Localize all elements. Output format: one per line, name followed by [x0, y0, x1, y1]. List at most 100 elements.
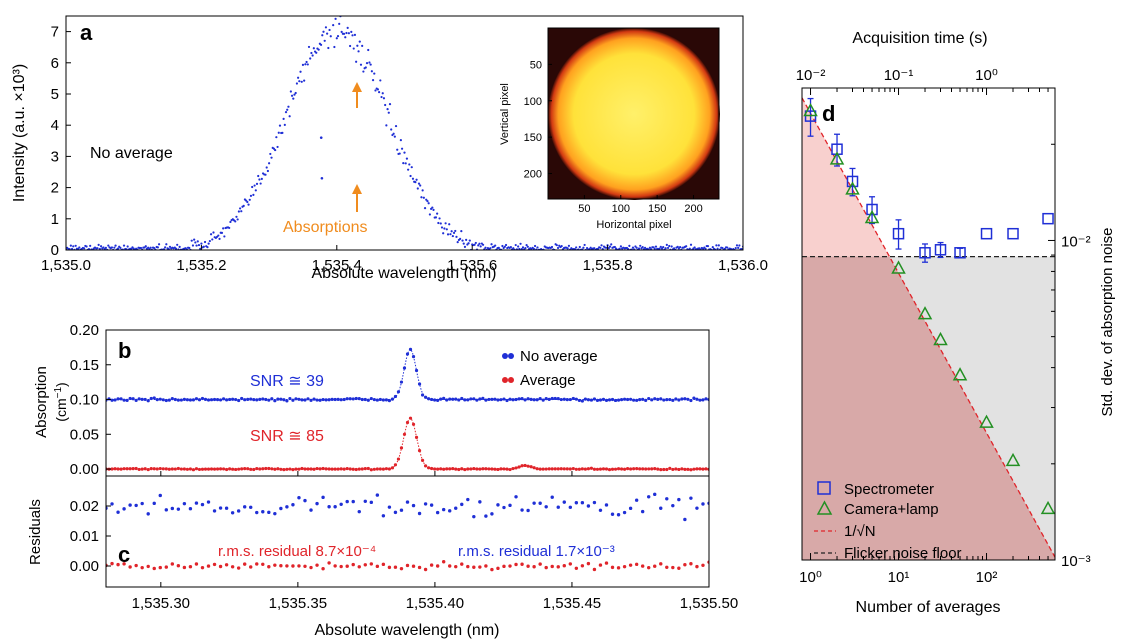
panel-b-point-0 [463, 398, 467, 402]
panel-c-point-0 [550, 495, 554, 499]
panel-a-point [385, 124, 388, 127]
panel-c-point-1 [562, 564, 566, 568]
panel-a-point [396, 148, 399, 151]
panel-a-point [575, 246, 578, 249]
panel-a-y-tick-label: 2 [51, 180, 59, 197]
inset-x-tick-label: 150 [648, 203, 666, 215]
inset-x-tick-label: 200 [684, 203, 702, 215]
panel-b-point-1 [194, 467, 199, 471]
panel-c-point-1 [490, 567, 494, 572]
panel-c-point-1 [598, 563, 603, 567]
panel-c-point-0 [164, 508, 168, 512]
panel-a-point [428, 213, 431, 216]
panel-c-point-1 [484, 564, 488, 568]
panel-b-y-ticks: 0.00 0.05 0.10 0.15 0.20 [70, 322, 111, 478]
panel-b-point-1 [378, 467, 382, 471]
panel-c-point-0 [490, 512, 494, 516]
panel-c-point-0 [261, 510, 265, 514]
panel-b-point-1 [553, 467, 557, 471]
panel-a-point [518, 247, 521, 250]
panel-c-point-1 [423, 567, 428, 572]
panel-b-point-1 [137, 467, 141, 472]
panel-a-point [348, 44, 352, 48]
panel-a-point [311, 54, 314, 57]
panel-a-point [255, 182, 259, 185]
panel-b-point-1 [622, 467, 627, 471]
panel-b-point-1 [381, 467, 385, 471]
panel-c-point-0 [212, 509, 217, 513]
panel-b-point-0 [502, 397, 506, 401]
panel-b-point-0 [568, 397, 572, 402]
panel-a-point [107, 244, 110, 247]
panel-b-point-1 [185, 467, 190, 471]
panel-a-point [390, 128, 393, 131]
panel-b-point-0 [460, 396, 464, 401]
panel-c-point-1 [309, 565, 313, 570]
panel-c-point-0 [273, 511, 277, 516]
inset-x-label: Horizontal pixel [596, 219, 671, 231]
panel-a-point [676, 245, 679, 248]
panel-c-point-0 [122, 507, 126, 511]
panel-a-x-tick-label: 1,535.6 [447, 257, 497, 274]
panel-c-point-0 [417, 511, 422, 516]
panel-c-point-1 [496, 566, 500, 571]
panel-a-point [370, 70, 373, 73]
panel-a-point [474, 241, 477, 245]
panel-b-point-0 [225, 398, 229, 402]
panel-d-label: d [822, 101, 835, 126]
panel-a-point [297, 76, 300, 79]
panel-b-point-0 [493, 397, 497, 401]
panel-a-point [324, 26, 328, 29]
panel-c-point-0 [598, 508, 603, 512]
panel-b-point-1 [363, 467, 367, 471]
panel-c-point-1 [604, 561, 609, 565]
panel-a-point [388, 103, 392, 106]
panel-b-point-0 [234, 397, 238, 402]
panel-a-point [670, 245, 673, 248]
panel-a-point [251, 185, 254, 189]
absorption-arrow-high [352, 82, 362, 108]
inset-x-tick-label: 50 [578, 203, 590, 215]
camera-lamp-point [829, 151, 845, 165]
panel-b-point-0 [475, 398, 479, 402]
panel-a-point [403, 151, 406, 154]
panel-a-point [270, 156, 273, 159]
panel-a-point [454, 229, 457, 233]
panel-a-point [249, 194, 253, 197]
panel-a-point [87, 247, 91, 250]
panel-a-point [415, 178, 418, 181]
panel-a-point [494, 244, 497, 247]
panel-b-point-0 [559, 397, 563, 402]
panel-b-point-0 [683, 397, 687, 401]
panel-a-point [446, 233, 450, 236]
panel-a-point [405, 157, 409, 160]
panel-b-point-0 [288, 396, 292, 401]
panel-a-point [726, 246, 729, 249]
panel-b-point-0 [267, 398, 271, 402]
panel-a-point [174, 247, 178, 250]
panel-c-point-0 [140, 501, 144, 506]
panel-a-point [102, 246, 105, 249]
panel-b-point-1 [333, 467, 337, 471]
panel-a-point [278, 124, 282, 127]
panel-a-point [275, 136, 278, 139]
panel-a-point [456, 241, 459, 244]
panel-b-point-0 [188, 398, 193, 402]
panel-b-point-0 [583, 397, 587, 401]
panel-b-point-0 [276, 397, 280, 401]
panel-b-point-1 [261, 467, 265, 471]
panel-a-point [197, 243, 201, 247]
panel-c-point-1 [357, 565, 361, 569]
panel-b-point-1 [496, 467, 500, 472]
panel-b-point-1 [306, 467, 310, 471]
panel-a-point [560, 245, 563, 248]
panel-b-point-0 [701, 398, 705, 402]
panel-a-point [519, 242, 522, 245]
panel-a-point [222, 227, 225, 230]
panel-a-point [327, 46, 330, 50]
spectrometer-point [934, 244, 947, 256]
panel-b-point-1 [152, 467, 156, 471]
panel-a-point [427, 202, 430, 205]
panel-c-point-1 [647, 565, 651, 570]
panel-a-point [365, 61, 369, 65]
